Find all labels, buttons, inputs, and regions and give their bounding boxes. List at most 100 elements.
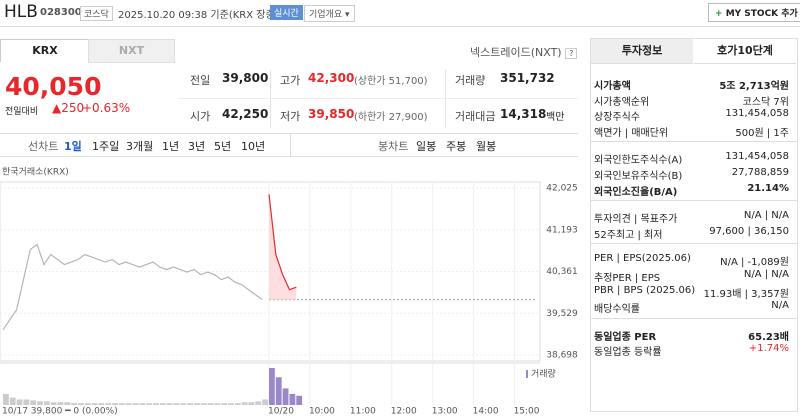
info-value: 97,600 | 36,150: [709, 225, 789, 237]
volume-bar: [71, 403, 78, 405]
volume-bar: [180, 403, 187, 405]
volume-bar: [30, 400, 37, 405]
stat-label: 거래량: [455, 74, 486, 87]
info-label: 외국인보유주식수(B): [594, 171, 683, 182]
info-label: 외국인한도주식수(A): [594, 155, 683, 167]
info-label: 52주최고 | 최저: [594, 229, 663, 241]
section-divider: [591, 243, 797, 245]
period-button[interactable]: 3년: [188, 140, 206, 153]
stat-value: 14,318: [500, 107, 547, 121]
volume-bar: [173, 403, 180, 405]
volume-bar: [118, 403, 125, 405]
period-button[interactable]: 1주일: [92, 140, 120, 153]
section-divider: [591, 200, 797, 202]
market-badge: 코스닥: [80, 6, 113, 21]
nxt-link[interactable]: 넥스트레이드(NXT) ?: [470, 44, 578, 60]
volume-bar: [255, 401, 262, 405]
tab-krx[interactable]: KRX: [0, 39, 90, 62]
stat-value: 39,800: [222, 71, 269, 85]
volume-bar: [248, 402, 255, 405]
stat-label: 전일: [190, 74, 211, 87]
volume-bar: [228, 403, 234, 405]
volume-bar: [43, 401, 50, 405]
period-button[interactable]: 10년: [241, 140, 266, 153]
change-value: 250: [61, 101, 85, 115]
overview-dropdown[interactable]: 기업개요 ▾: [304, 5, 355, 22]
area: [269, 194, 297, 300]
volume-legend-swatch: [526, 370, 528, 378]
period-button[interactable]: 1일: [64, 140, 82, 153]
info-value: 21.14%: [747, 182, 789, 194]
volume-bar: [214, 403, 221, 405]
volume-bar: [153, 403, 159, 405]
info-value: N/A | N/A: [743, 269, 789, 280]
volume-bar: [296, 395, 303, 405]
chart-source: 한국거래소(KRX): [2, 167, 69, 178]
y-tick-label: 42,025: [546, 184, 578, 194]
volume-bar: [262, 399, 268, 405]
info-value: 131,454,058: [725, 151, 789, 163]
info-label: 배당수익률: [594, 304, 640, 316]
volume-bar: [200, 403, 207, 405]
x-tick-label: 12:00: [391, 407, 417, 417]
stat-label: 고가: [280, 74, 301, 87]
y-tick-label: 39,529: [546, 309, 578, 319]
info-label: 동일업종 등락률: [594, 347, 662, 359]
info-value: 코스닥 7위: [742, 96, 789, 108]
line: [2, 243, 263, 331]
volume-bar: [146, 403, 153, 405]
volume-bar: [23, 399, 30, 405]
info-value: +1.74%: [748, 343, 789, 355]
period-button[interactable]: 3개월: [126, 140, 154, 153]
info-value: 65.23배: [748, 331, 789, 343]
info-value: 27,788,859: [731, 167, 789, 178]
invest-tab[interactable]: 호가10단계: [694, 39, 796, 64]
mystock-button[interactable]: + MY STOCK 추가: [708, 3, 800, 22]
volume-bar: [275, 377, 282, 405]
stat-value: 42,250: [222, 107, 269, 121]
volume-bar: [282, 388, 289, 405]
info-value: 5조 2,713억원: [719, 81, 789, 92]
volume-bar: [91, 403, 98, 405]
period-button[interactable]: 월봉: [476, 140, 497, 153]
volume-bar: [159, 403, 166, 405]
volume-bar: [139, 403, 146, 405]
volume-bar: [269, 368, 275, 405]
volume-bar: [9, 397, 16, 405]
volume-label: 거래량: [531, 368, 556, 380]
stat-value: 39,850: [308, 107, 355, 121]
period-button[interactable]: 주봉: [446, 140, 467, 153]
volume-bar: [16, 399, 23, 405]
period-group-label: 선차트: [28, 140, 59, 153]
divider: [270, 70, 271, 128]
volume-bar: [289, 393, 296, 405]
volume-bar: [105, 403, 112, 405]
divider: [290, 134, 291, 156]
info-label: 액면가 | 매매단위: [594, 127, 669, 139]
info-label: 시가총액: [594, 81, 631, 92]
divider: [178, 98, 578, 99]
section-divider: [591, 141, 797, 143]
info-label: 시가총액순위: [594, 96, 650, 108]
x-tick-label: 15:00: [514, 407, 540, 417]
tab-nxt[interactable]: NXT: [88, 39, 175, 63]
invest-tab[interactable]: 투자정보: [591, 39, 693, 64]
info-value: 11.93배 | 3,357원: [703, 288, 789, 300]
volume-bar: [64, 402, 71, 405]
volume-bar: [221, 403, 228, 405]
info-label: PBR | BPS (2025.06): [594, 284, 696, 296]
info-value: N/A | -1,089원: [720, 257, 789, 269]
period-group-label: 봉차트: [378, 140, 409, 153]
period-button[interactable]: 1년: [162, 140, 180, 153]
realtime-badge: 실시간: [270, 5, 303, 20]
period-button[interactable]: 일봉: [416, 140, 437, 153]
volume-bar: [57, 402, 64, 405]
volume-bar: [166, 403, 173, 405]
period-button[interactable]: 5년: [214, 140, 232, 153]
stat-unit: 백만: [546, 112, 565, 123]
info-value: N/A | N/A: [743, 210, 789, 222]
volume-bar: [241, 402, 248, 405]
info-label: 외국인소진율(B/A): [594, 186, 678, 198]
stat-label: 거래대금: [455, 110, 496, 123]
